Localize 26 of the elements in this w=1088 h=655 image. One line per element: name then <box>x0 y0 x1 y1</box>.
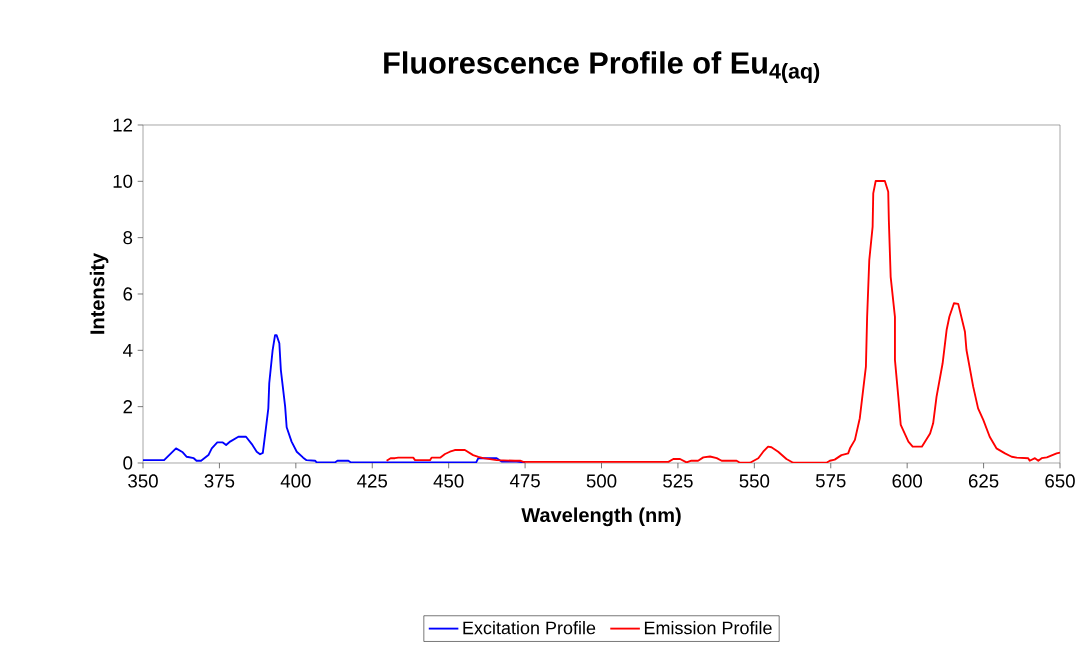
x-tick-label: 350 <box>128 474 158 488</box>
legend-label: Excitation Profile <box>463 621 596 635</box>
x-tick-label: 525 <box>663 474 693 488</box>
y-axis-title: Intensity <box>89 252 109 334</box>
x-tick-label: 375 <box>204 474 235 488</box>
x-tick-label: 450 <box>433 474 464 488</box>
legend-label: Emission Profile <box>644 621 772 635</box>
y-tick-label: 4 <box>123 343 133 357</box>
y-tick-label: 8 <box>123 231 133 245</box>
y-tick-label: 2 <box>123 400 133 414</box>
y-tick-label: 0 <box>123 456 133 470</box>
y-tick-label: 12 <box>113 118 133 132</box>
x-axis-title: Wavelength (nm) <box>521 507 681 527</box>
x-tick-label: 500 <box>586 474 617 488</box>
x-tick-label: 400 <box>280 474 311 488</box>
x-tick-label: 650 <box>1045 474 1075 488</box>
x-tick-label: 425 <box>357 474 388 488</box>
y-tick-label: 10 <box>113 174 133 188</box>
x-tick-label: 575 <box>815 474 846 488</box>
line-series <box>385 180 1061 463</box>
chart-title: Fluorescence Profile of Eu$_{4(aq)}$ <box>384 51 820 83</box>
x-tick-label: 475 <box>509 474 540 488</box>
x-tick-label: 625 <box>968 474 999 488</box>
x-tick-label: 550 <box>739 474 770 488</box>
y-tick-label: 6 <box>123 287 133 301</box>
x-tick-label: 600 <box>892 474 923 488</box>
